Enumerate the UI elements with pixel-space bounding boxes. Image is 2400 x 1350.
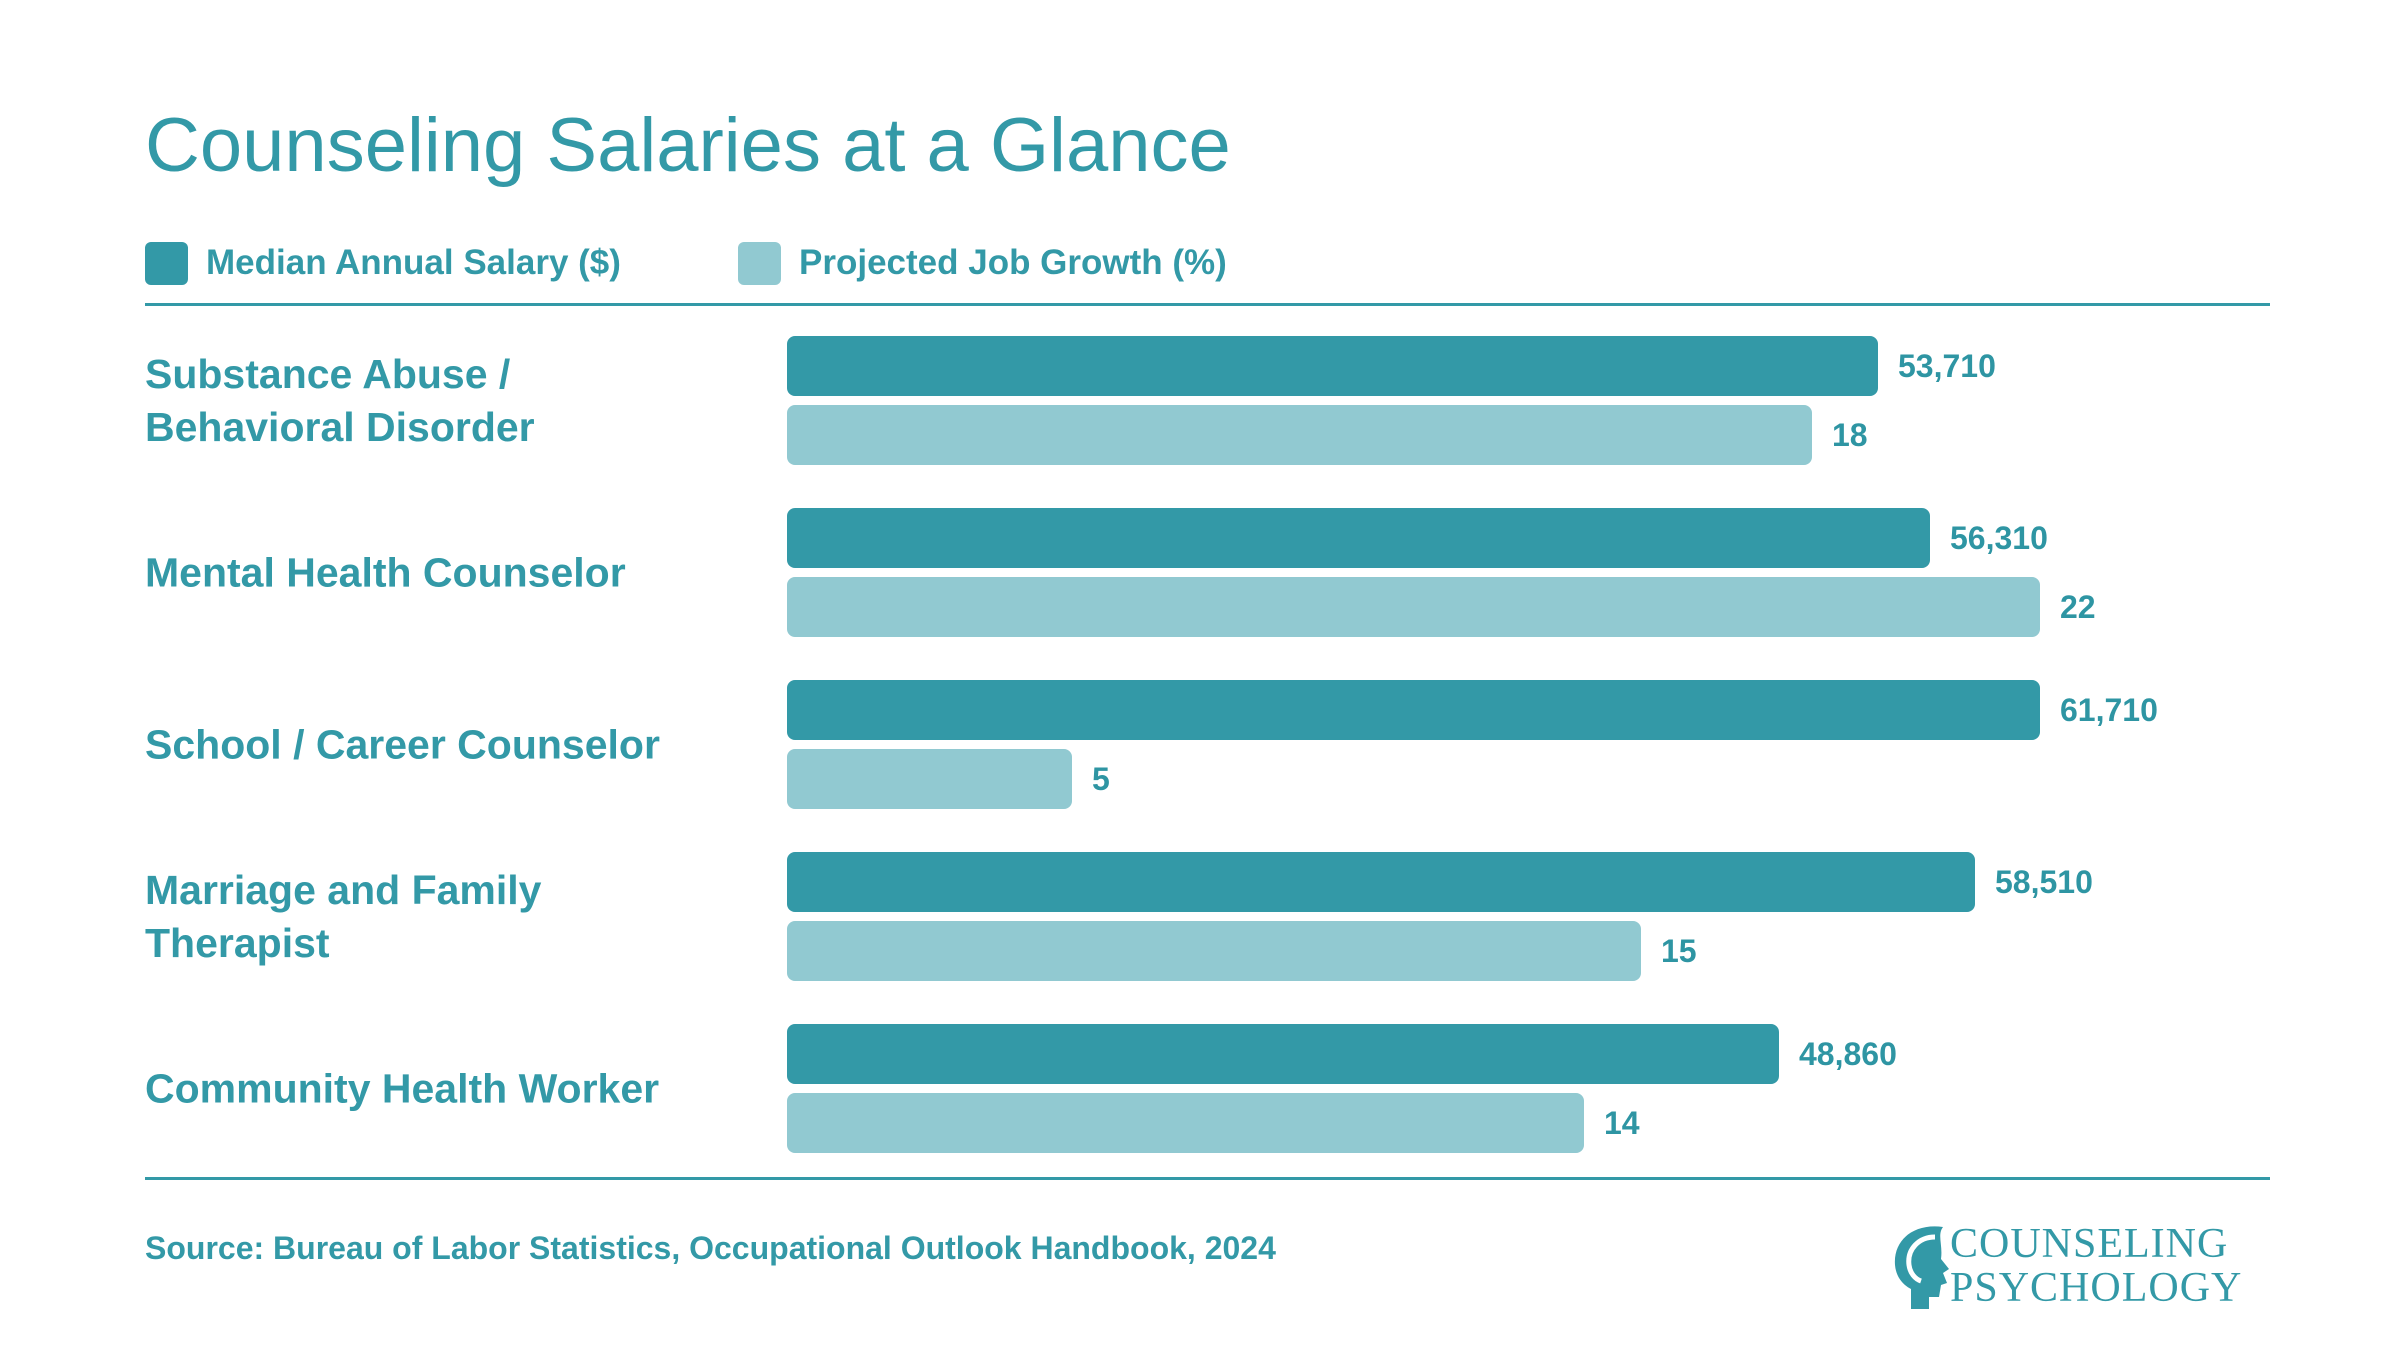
growth-bar-community-health-worker [787,1093,1584,1153]
source-note: Source: Bureau of Labor Statistics, Occu… [145,1230,1276,1266]
category-label-school-career-counselor: School / Career Counselor [145,721,660,767]
category-label-mental-health-counselor: Mental Health Counselor [145,549,626,595]
salary-bar-substance-abuse-behavioral-disorder [787,336,1878,396]
growth-value-mental-health-counselor: 22 [2060,589,2096,625]
logo-text-psychology: PSYCHOLOGY [1950,1265,2243,1311]
salary-bar-marriage-and-family-therapist [787,852,1975,912]
salary-bar-community-health-worker [787,1024,1779,1084]
growth-value-community-health-worker: 14 [1604,1105,1640,1141]
growth-bar-school-career-counselor [787,749,1072,809]
salary-value-community-health-worker: 48,860 [1799,1036,1897,1072]
legend-item-salary: Median Annual Salary ($) [145,240,621,286]
growth-value-school-career-counselor: 5 [1092,761,1110,797]
logo-text-counseling: COUNSELING [1950,1221,2229,1267]
salary-value-substance-abuse-behavioral-disorder: 53,710 [1898,348,1996,384]
legend-swatch-growth [738,241,781,285]
growth-bar-substance-abuse-behavioral-disorder [787,405,1812,465]
category-label-community-health-worker: Community Health Worker [145,1065,660,1111]
logo: COUNSELING PSYCHOLOGY [1885,1215,2265,1315]
bottom-divider [145,1177,2270,1180]
salary-bar-mental-health-counselor [787,508,1930,568]
legend-swatch-salary [145,241,188,285]
head-profile-icon [1894,1226,1949,1309]
salary-value-mental-health-counselor: 56,310 [1950,520,2048,556]
top-divider [145,303,2270,306]
growth-value-substance-abuse-behavioral-disorder: 18 [1832,417,1868,453]
legend-label-growth: Projected Job Growth (%) [799,243,1227,282]
salary-bar-school-career-counselor [787,680,2040,740]
legend: Median Annual Salary ($) Projected Job G… [145,240,1545,286]
legend-item-growth: Projected Job Growth (%) [738,240,1227,286]
growth-value-marriage-and-family-therapist: 15 [1661,933,1697,969]
growth-bar-mental-health-counselor [787,577,2040,637]
legend-label-salary: Median Annual Salary ($) [206,243,621,282]
category-label-marriage-and-family-therapist: Marriage and Family Therapist [145,866,542,966]
salary-value-marriage-and-family-therapist: 58,510 [1995,864,2093,900]
category-label-substance-abuse-behavioral-disorder: Substance Abuse / Behavioral Disorder [145,350,535,450]
growth-bar-marriage-and-family-therapist [787,921,1641,981]
chart-title: Counseling Salaries at a Glance [145,103,1231,188]
salary-value-school-career-counselor: 61,710 [2060,692,2158,728]
